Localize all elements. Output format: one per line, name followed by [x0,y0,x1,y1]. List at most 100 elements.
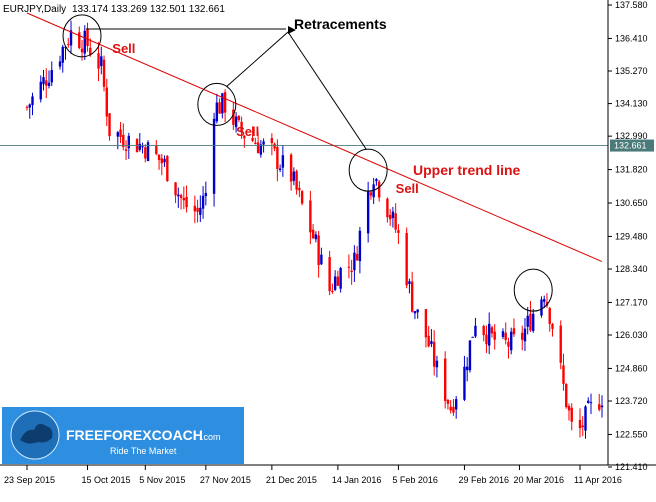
candle-body [449,406,452,411]
candle-body [471,336,474,338]
candle-body [160,158,164,164]
candle-body [31,96,34,106]
candle-body [292,171,296,181]
candle-body [218,102,221,114]
candle-body [350,270,353,273]
candle-body [410,281,414,312]
retracement-arrowhead [288,26,296,34]
brand-logo: FREEFOREXCOACH .com Ride The Market [2,407,244,464]
candle-body [256,142,260,154]
candle-body [146,142,150,162]
candle-body [201,195,205,209]
candle-body [526,315,529,327]
candle-body [25,106,29,108]
candle-body [80,48,84,53]
candle-body [141,146,144,148]
candle-body [559,325,562,363]
candle-body [485,334,488,345]
candle-body [42,77,45,85]
candle-body [567,405,571,411]
candle-body [336,276,340,286]
price-tick-label: 130.650 [615,198,648,208]
price-tick-label: 128.340 [615,264,648,274]
candle-body [47,82,51,87]
candle-body [427,335,430,347]
candle-body [548,308,551,325]
candle-body [281,155,285,168]
candle-body [369,192,373,196]
candle-body [174,182,177,196]
candle-body [474,325,477,337]
time-tick-label: 21 Dec 2015 [266,475,317,485]
candle-body [240,121,243,133]
candle-body [204,192,208,197]
candle-body [298,187,301,191]
candle-body [600,405,604,408]
candle-body [375,179,378,182]
candle-body [543,299,546,302]
candle-body [589,402,593,404]
candle-body [512,328,516,335]
candle-body [309,200,312,233]
candle-body [391,211,395,219]
retracement-circle [513,268,553,312]
candle-body [430,341,433,345]
candle-body [124,149,128,151]
candle-body [504,332,507,340]
current-price-label: 132.661 [614,141,647,151]
candle-body [166,156,169,182]
candle-body [50,70,53,83]
candle-body [463,366,466,400]
candle-body [102,59,106,87]
candle-body [587,400,590,403]
time-tick-label: 29 Feb 2016 [458,475,509,485]
sell-label: Sell [236,124,259,139]
candle-body [432,341,436,367]
candle-body [237,116,241,121]
price-tick-label: 124.860 [615,363,648,373]
candle-body [105,87,108,117]
candle-body [446,399,450,404]
retracements-label: Retracements [294,16,387,32]
time-tick-label: 20 Mar 2016 [513,475,564,485]
time-tick-label: 14 Jan 2016 [332,475,382,485]
candle-body [89,47,92,56]
candle-body [333,276,337,290]
price-tick-label: 121.410 [615,462,648,472]
candle-body [584,406,587,431]
candle-body [405,232,408,286]
candle-body [122,134,125,147]
candle-body [339,268,342,289]
candle-body [243,135,246,139]
candle-body [39,81,42,100]
candle-body [408,281,411,285]
symbol-label: EURJPY,Daily [3,4,66,15]
candle-body [454,399,458,410]
candle-body [100,56,103,67]
retracement-circle [348,148,388,192]
time-tick-label: 15 Oct 2015 [82,475,131,485]
candle-body [353,252,356,271]
candle-body [482,325,485,336]
time-tick-label: 5 Feb 2016 [392,475,438,485]
price-tick-label: 132.990 [615,131,648,141]
candle-body [347,266,351,268]
candle-body [119,129,122,137]
candle-body [58,61,62,67]
candle-body [570,407,573,422]
candle-body [78,32,81,49]
sell-label: Sell [112,41,135,56]
price-tick-label: 137.580 [615,0,648,10]
logo-name: FREEFOREXCOACH [66,427,203,443]
candle-body [289,154,293,182]
candle-body [86,28,89,47]
candle-body [493,331,496,340]
retracement-pointer [226,31,289,87]
upper-trend-line [26,12,603,263]
candle-body [270,138,274,144]
candle-body [163,158,166,163]
candle-body [523,328,527,342]
candle-body [144,147,147,159]
